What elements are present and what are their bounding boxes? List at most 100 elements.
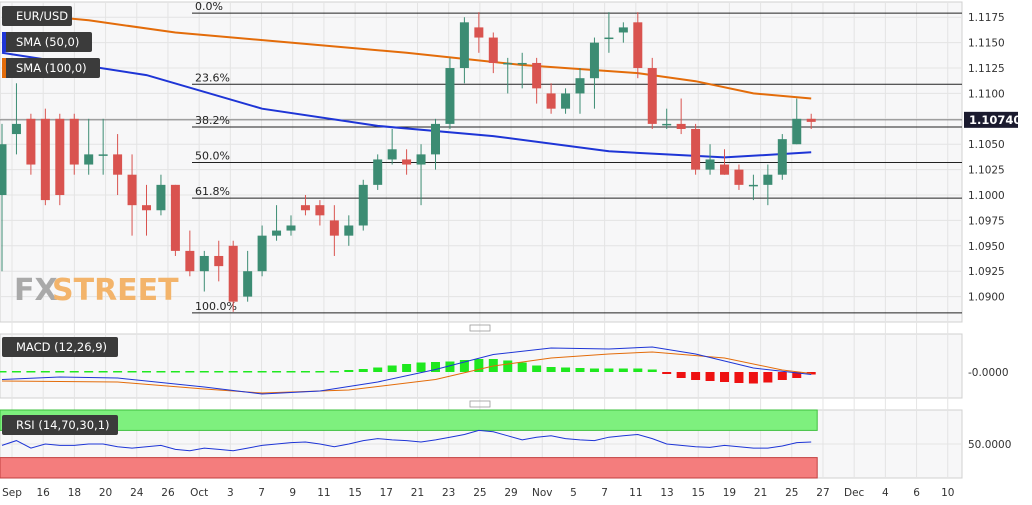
- legend-sma100-text: SMA (100,0): [16, 61, 87, 75]
- candle: [792, 98, 802, 145]
- legend-rsi-bg: [2, 415, 118, 435]
- candle-body: [459, 22, 469, 69]
- candle: [720, 149, 729, 175]
- macd-histogram-bar: [199, 371, 209, 373]
- candle: [272, 205, 282, 241]
- candle-body: [618, 27, 628, 33]
- candle-body: [40, 118, 50, 201]
- candle-body: [662, 123, 672, 126]
- fib-level-label: 0.0%: [195, 0, 223, 13]
- candle: [691, 123, 701, 175]
- candle: [113, 134, 123, 196]
- candle: [142, 184, 151, 236]
- panel-resize-grip: [469, 400, 491, 408]
- macd-histogram-bar: [720, 372, 729, 382]
- macd-histogram-bar: [142, 371, 151, 373]
- x-tick-label: 19: [723, 487, 736, 499]
- legend-symbol-text: EUR/USD: [16, 9, 68, 23]
- macd-histogram-bar: [170, 371, 180, 373]
- candle-body: [315, 205, 325, 216]
- x-tick-label: Oct: [190, 487, 208, 499]
- candle: [633, 12, 643, 79]
- legend-macd-bg: [2, 337, 118, 357]
- candle: [416, 144, 426, 206]
- candle: [777, 134, 787, 180]
- x-tick-label: 25: [785, 487, 798, 499]
- candle-body: [720, 164, 729, 175]
- x-tick-label: 29: [504, 487, 517, 499]
- panel-resize-grip: [469, 324, 491, 332]
- x-tick-label: Dec: [844, 487, 865, 499]
- macd-histogram-bar: [156, 371, 166, 373]
- legend-macd: MACD (12,26,9): [2, 337, 118, 357]
- x-tick-label: 6: [913, 487, 920, 499]
- candle: [55, 113, 65, 206]
- candle: [199, 250, 209, 292]
- candle: [445, 57, 455, 129]
- candle: [300, 195, 310, 216]
- macd-histogram-bar: [272, 371, 282, 373]
- macd-histogram-bar: [503, 360, 513, 372]
- candle: [734, 164, 744, 190]
- candle-body: [445, 68, 455, 124]
- candle-body: [156, 184, 166, 211]
- candle-body: [633, 22, 643, 69]
- x-tick-label: Sep: [2, 487, 22, 499]
- price-tick-label: 1.1175: [968, 12, 1005, 24]
- macd-histogram-bar: [705, 372, 715, 381]
- macd-histogram-bar: [546, 367, 556, 372]
- macd-line: [1, 346, 812, 395]
- candle-body: [300, 205, 310, 211]
- candle-body: [228, 245, 238, 302]
- candle-body: [55, 118, 65, 196]
- macd-histogram-bar: [113, 371, 123, 373]
- macd-histogram-bar: [315, 371, 325, 373]
- macd-histogram-bar: [0, 371, 7, 373]
- candle: [156, 174, 166, 216]
- x-tick-label: 3: [227, 487, 234, 499]
- macd-histogram-bar: [763, 372, 773, 383]
- candle: [647, 57, 657, 129]
- x-tick-label: 16: [37, 487, 51, 499]
- candle: [127, 154, 137, 236]
- macd-histogram-bar: [300, 371, 310, 373]
- candle: [228, 240, 238, 312]
- candle-body: [358, 184, 368, 226]
- macd-histogram-bar: [691, 372, 701, 380]
- macd-histogram-bar: [431, 362, 440, 372]
- legend-symbol: EUR/USD: [2, 6, 72, 26]
- macd-histogram-bar: [344, 370, 354, 372]
- price-tick-label: 1.1125: [968, 63, 1005, 75]
- x-tick-label: 21: [754, 487, 767, 499]
- macd-histogram-bar: [26, 371, 36, 373]
- candle-body: [546, 93, 556, 109]
- candle-body: [26, 118, 36, 165]
- price-tick-label: 1.1100: [968, 88, 1005, 100]
- watermark-street: STREET: [52, 273, 179, 308]
- macd-histogram-bar: [127, 371, 137, 373]
- candle-body: [185, 250, 195, 272]
- candle: [402, 149, 412, 175]
- candle: [40, 108, 50, 206]
- candle-body: [84, 154, 94, 165]
- candle: [373, 154, 383, 190]
- candle-body: [705, 159, 715, 170]
- legend-sma50-text: SMA (50,0): [16, 35, 79, 49]
- macd-histogram-bar: [286, 371, 296, 373]
- legend-sma50-swatch: [2, 32, 6, 52]
- x-tick-label: 18: [68, 487, 81, 499]
- candle-body: [142, 205, 151, 211]
- macd-histogram-bar: [633, 368, 643, 372]
- candle: [26, 113, 36, 175]
- candle: [676, 98, 686, 135]
- fib-level-label: 50.0%: [195, 150, 230, 163]
- candle-body: [792, 118, 802, 145]
- x-tick-label: 27: [816, 487, 829, 499]
- candle-body: [748, 184, 758, 187]
- candle: [185, 230, 195, 277]
- candle: [763, 164, 773, 206]
- candle-body: [777, 139, 787, 175]
- candle-body: [676, 123, 686, 129]
- legend-sma100-swatch: [2, 58, 6, 78]
- x-tick-label: 26: [161, 487, 175, 499]
